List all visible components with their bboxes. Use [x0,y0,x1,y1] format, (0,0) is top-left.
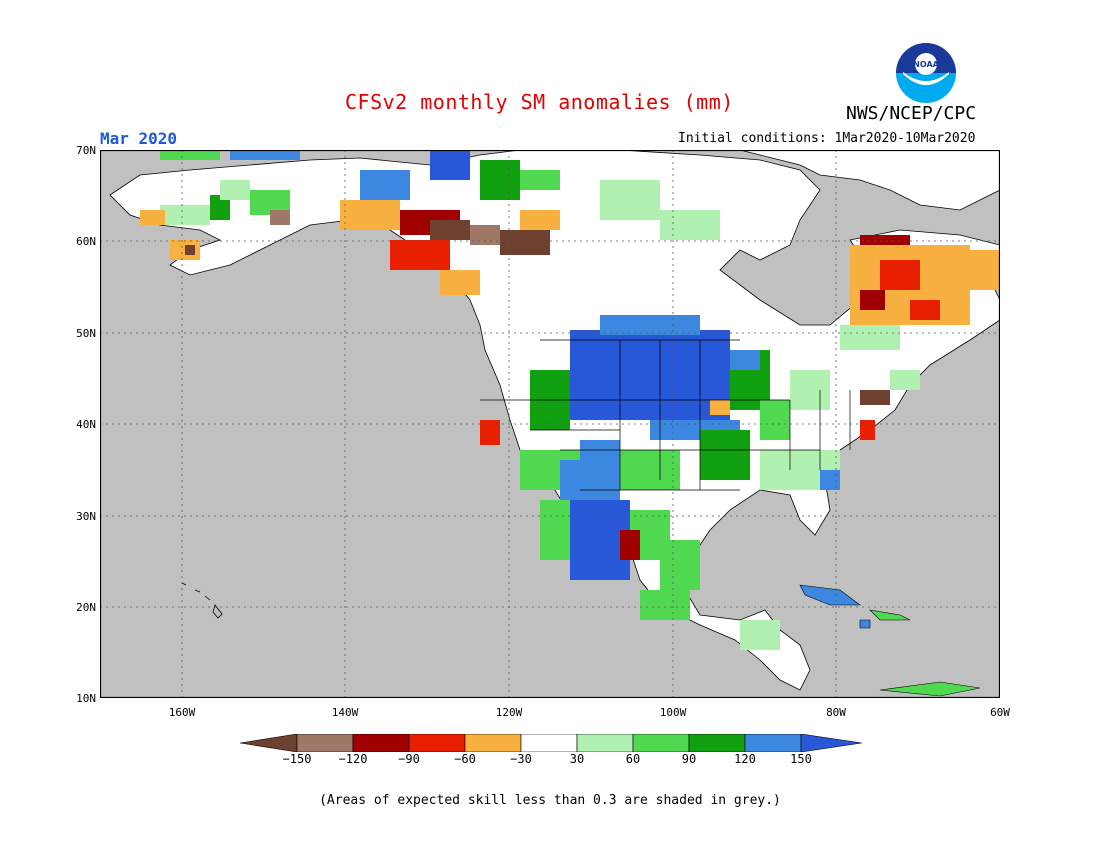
colorbar [240,734,862,752]
anomaly-map [100,150,1000,698]
colorbar-label: −90 [398,752,420,766]
anomaly-cells-plains [520,315,790,500]
colorbar-bin [688,734,746,752]
colorbar-label: 30 [569,752,585,766]
lat-label-60: 60N [76,235,96,248]
colorbar-label: −150 [282,752,312,766]
lat-label-50: 50N [76,327,96,340]
anomaly-cells-quebec [840,235,1000,350]
colorbar-label: 150 [790,752,812,766]
colorbar-bin [576,734,634,752]
colorbar-right-arrow [800,734,862,752]
colorbar-label: −60 [454,752,476,766]
lat-label-10: 10N [76,692,96,705]
colorbar-bin [352,734,410,752]
colorbar-label: 120 [734,752,756,766]
lat-label-30: 30N [76,510,96,523]
colorbar-label: 60 [625,752,641,766]
anomaly-cells-southwest [480,420,700,620]
lon-label-60w: 60W [990,706,1010,719]
colorbar-left-arrow [240,734,298,752]
map-title: CFSv2 monthly SM anomalies (mm) [345,90,734,114]
lat-label-70: 70N [76,144,96,157]
land-caribbean [799,584,981,697]
land-hawaii [181,582,223,619]
colorbar-bin [296,734,354,752]
map-frame [100,150,1000,698]
colorbar-bin [632,734,690,752]
anomaly-cells-nw-canada [340,150,720,295]
lat-label-40: 40N [76,418,96,431]
colorbar-label: 90 [681,752,697,766]
graticule [100,150,1000,698]
colorbar-bin [408,734,466,752]
lat-label-20: 20N [76,601,96,614]
lon-label-100w: 100W [659,706,687,719]
logo-text: NOAA [913,60,939,69]
colorbar-label: −30 [510,752,532,766]
political-borders [480,339,851,491]
forecast-month: Mar 2020 [100,129,178,148]
colorbar-bin [520,734,578,752]
lon-label-140w: 140W [331,706,359,719]
lon-label-160w: 160W [168,706,196,719]
skill-note: (Areas of expected skill less than 0.3 a… [319,793,781,808]
lon-label-80w: 80W [826,706,846,719]
anomaly-cells-alaska [140,150,300,260]
anomaly-cells-east-us [730,350,920,650]
agency-label: NWS/NCEP/CPC [846,103,977,124]
initial-conditions: Initial conditions: 1Mar2020-10Mar2020 [678,131,976,146]
noaa-logo: NOAA [895,42,957,104]
lon-label-120w: 120W [495,706,523,719]
colorbar-label: −120 [338,752,368,766]
colorbar-bin [464,734,522,752]
colorbar-bin [744,734,802,752]
